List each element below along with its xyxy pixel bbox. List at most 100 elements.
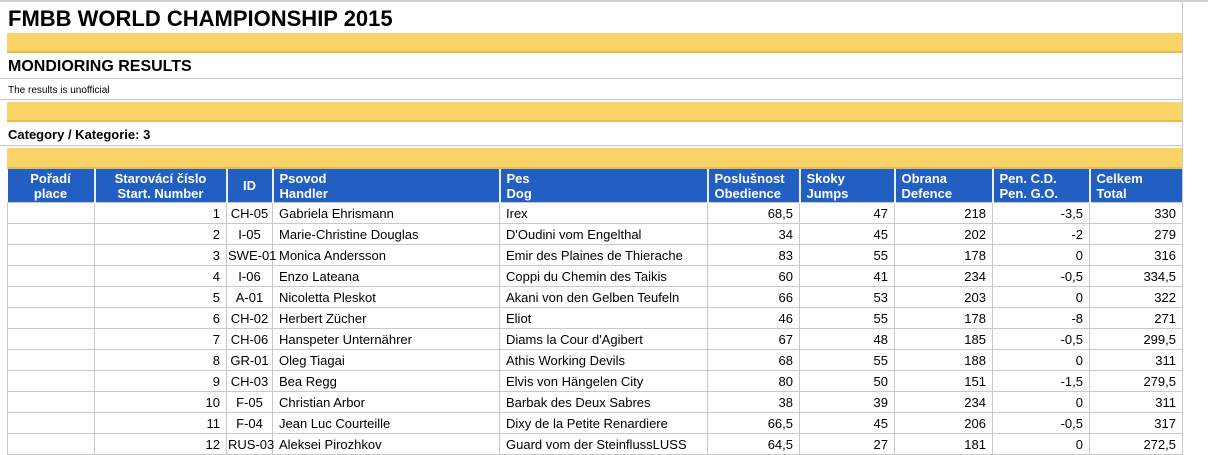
column-header-start-number: Starovácí číslo Start. Number bbox=[94, 169, 228, 203]
cell-start-number: 9 bbox=[94, 370, 227, 392]
cell-jumps: 48 bbox=[799, 328, 895, 350]
column-header-penalty: Pen. C.D. Pen. G.O. bbox=[992, 169, 1091, 203]
cell-defence: 185 bbox=[894, 328, 993, 350]
column-header-total: Celkem Total bbox=[1089, 169, 1183, 203]
cell-obedience: 83 bbox=[707, 244, 800, 266]
cell-handler: Christian Arbor bbox=[272, 391, 500, 413]
cell-id: I-06 bbox=[226, 265, 273, 287]
table-row: 11 F-04 Jean Luc Courteille Dixy de la P… bbox=[7, 412, 1183, 434]
cell-total: 279,5 bbox=[1089, 370, 1183, 392]
cell-handler: Bea Regg bbox=[272, 370, 500, 392]
cell-handler: Aleksei Pirozhkov bbox=[272, 433, 500, 455]
cell-penalty: 0 bbox=[992, 286, 1090, 308]
cell-obedience: 46 bbox=[707, 307, 800, 329]
table-row: 9 CH-03 Bea Regg Elvis von Hängelen City… bbox=[7, 370, 1183, 392]
cell-dog: Elvis von Hängelen City bbox=[499, 370, 708, 392]
cell-id: CH-03 bbox=[226, 370, 273, 392]
cell-defence: 181 bbox=[894, 433, 993, 455]
cell-dog: D'Oudini vom Engelthal bbox=[499, 223, 708, 245]
cell-defence: 178 bbox=[894, 307, 993, 329]
cell-start-number: 1 bbox=[94, 202, 227, 224]
cell-defence: 234 bbox=[894, 265, 993, 287]
cell-place bbox=[7, 244, 95, 266]
cell-id: CH-02 bbox=[226, 307, 273, 329]
table-row: 1 CH-05 Gabriela Ehrismann Irex 68,5 47 … bbox=[7, 202, 1183, 224]
cell-total: 311 bbox=[1089, 349, 1183, 371]
column-header-handler: Psovod Handler bbox=[272, 169, 501, 203]
cell-obedience: 68 bbox=[707, 349, 800, 371]
cell-total: 316 bbox=[1089, 244, 1183, 266]
cell-jumps: 55 bbox=[799, 244, 895, 266]
cell-start-number: 5 bbox=[94, 286, 227, 308]
cell-obedience: 60 bbox=[707, 265, 800, 287]
cell-dog: Eliot bbox=[499, 307, 708, 329]
cell-place bbox=[7, 286, 95, 308]
cell-handler: Jean Luc Courteille bbox=[272, 412, 500, 434]
cell-id: A-01 bbox=[226, 286, 273, 308]
cell-id: I-05 bbox=[226, 223, 273, 245]
cell-place bbox=[7, 349, 95, 371]
cell-handler: Enzo Lateana bbox=[272, 265, 500, 287]
table-row: 4 I-06 Enzo Lateana Coppi du Chemin des … bbox=[7, 265, 1183, 287]
accent-bar-top bbox=[7, 33, 1182, 53]
cell-total: 311 bbox=[1089, 391, 1183, 413]
cell-handler: Nicoletta Pleskot bbox=[272, 286, 500, 308]
divider-line bbox=[0, 145, 1182, 146]
cell-id: F-04 bbox=[226, 412, 273, 434]
cell-place bbox=[7, 223, 95, 245]
cell-handler: Marie-Christine Douglas bbox=[272, 223, 500, 245]
cell-defence: 234 bbox=[894, 391, 993, 413]
page-right-border bbox=[1182, 2, 1183, 454]
cell-obedience: 38 bbox=[707, 391, 800, 413]
cell-dog: Guard vom der SteinflussLUSS bbox=[499, 433, 708, 455]
cell-handler: Oleg Tiagai bbox=[272, 349, 500, 371]
cell-id: GR-01 bbox=[226, 349, 273, 371]
table-row: 6 CH-02 Herbert Zücher Eliot 46 55 178 -… bbox=[7, 307, 1183, 329]
cell-jumps: 47 bbox=[799, 202, 895, 224]
cell-penalty: 0 bbox=[992, 391, 1090, 413]
cell-penalty: -0,5 bbox=[992, 265, 1090, 287]
cell-place bbox=[7, 433, 95, 455]
accent-bar-middle bbox=[7, 102, 1182, 122]
cell-total: 272,5 bbox=[1089, 433, 1183, 455]
cell-obedience: 67 bbox=[707, 328, 800, 350]
cell-id: SWE-01 bbox=[226, 244, 276, 266]
cell-obedience: 68,5 bbox=[707, 202, 800, 224]
cell-jumps: 53 bbox=[799, 286, 895, 308]
cell-penalty: -0,5 bbox=[992, 328, 1090, 350]
cell-penalty: -8 bbox=[992, 307, 1090, 329]
cell-place bbox=[7, 202, 95, 224]
cell-start-number: 2 bbox=[94, 223, 227, 245]
column-header-defence: Obrana Defence bbox=[894, 169, 994, 203]
cell-id: CH-06 bbox=[226, 328, 273, 350]
cell-dog: Dixy de la Petite Renardiere bbox=[499, 412, 708, 434]
cell-defence: 202 bbox=[894, 223, 993, 245]
cell-start-number: 3 bbox=[94, 244, 227, 266]
cell-id: RUS-03 bbox=[226, 433, 274, 455]
cell-penalty: 0 bbox=[992, 349, 1090, 371]
cell-handler: Gabriela Ehrismann bbox=[272, 202, 500, 224]
category-label: Category / Kategorie: 3 bbox=[8, 127, 151, 142]
cell-place bbox=[7, 328, 95, 350]
column-header-obedience: Poslušnost Obedience bbox=[707, 169, 801, 203]
cell-obedience: 34 bbox=[707, 223, 800, 245]
cell-penalty: -1,5 bbox=[992, 370, 1090, 392]
cell-obedience: 66 bbox=[707, 286, 800, 308]
cell-dog: Akani von den Gelben Teufeln bbox=[499, 286, 708, 308]
cell-place bbox=[7, 307, 95, 329]
cell-obedience: 66,5 bbox=[707, 412, 800, 434]
cell-handler: Monica Andersson bbox=[272, 244, 500, 266]
results-table: Pořadí place Starovácí číslo Start. Numb… bbox=[7, 169, 1183, 455]
cell-obedience: 80 bbox=[707, 370, 800, 392]
cell-penalty: 0 bbox=[992, 433, 1090, 455]
cell-penalty: 0 bbox=[992, 244, 1090, 266]
cell-start-number: 8 bbox=[94, 349, 227, 371]
divider-line bbox=[0, 78, 1182, 79]
table-row: 10 F-05 Christian Arbor Barbak des Deux … bbox=[7, 391, 1183, 413]
cell-defence: 203 bbox=[894, 286, 993, 308]
cell-start-number: 11 bbox=[94, 412, 227, 434]
cell-start-number: 12 bbox=[94, 433, 227, 455]
cell-jumps: 55 bbox=[799, 307, 895, 329]
cell-dog: Coppi du Chemin des Taikis bbox=[499, 265, 708, 287]
cell-defence: 218 bbox=[894, 202, 993, 224]
